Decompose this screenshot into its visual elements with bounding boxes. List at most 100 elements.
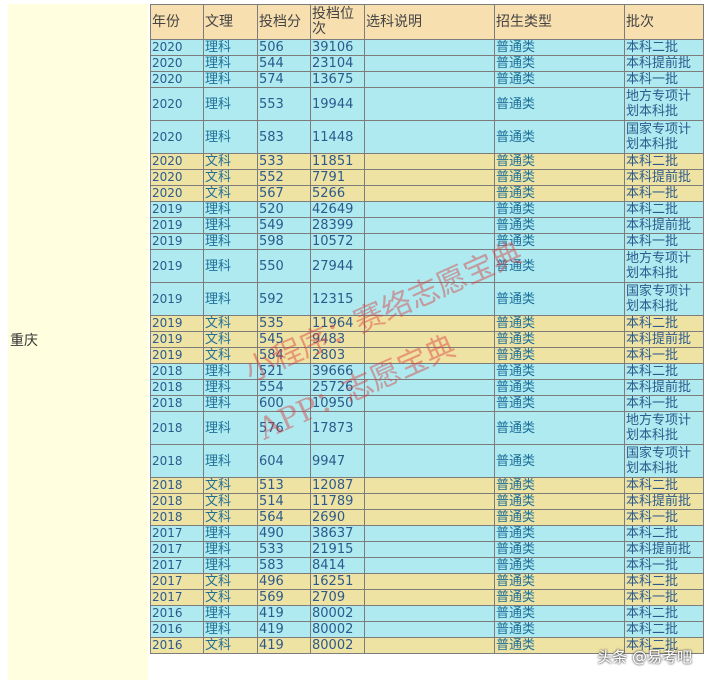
score-cell: 545 xyxy=(257,331,311,348)
subject-cell: 文科 xyxy=(203,573,258,590)
table-row: 2017 文科 496 16251 普通类 本科二批 xyxy=(150,573,704,590)
rank-cell: 2803 xyxy=(310,347,365,364)
note-cell xyxy=(364,379,495,396)
table-row: 2020 理科 506 39106 普通类 本科二批 xyxy=(150,39,704,56)
rank-cell: 13675 xyxy=(310,71,365,88)
note-cell xyxy=(364,493,495,510)
region-label: 重庆 xyxy=(10,333,38,349)
rank-cell: 11789 xyxy=(310,493,365,510)
batch-cell: 本科一批 xyxy=(624,71,704,88)
type-cell: 普通类 xyxy=(494,282,625,316)
subject-cell: 文科 xyxy=(203,589,258,606)
score-cell: 553 xyxy=(257,87,311,121)
rank-cell: 27944 xyxy=(310,249,365,283)
header-subject[interactable]: 文理 xyxy=(203,4,258,40)
score-cell: 520 xyxy=(257,201,311,218)
rank-cell: 5266 xyxy=(310,185,365,202)
year-cell: 2018 xyxy=(150,379,204,396)
table-row: 2019 理科 592 12315 普通类 国家专项计划本科批 xyxy=(150,282,704,316)
year-cell: 2020 xyxy=(150,120,204,154)
type-cell: 普通类 xyxy=(494,87,625,121)
year-cell: 2019 xyxy=(150,249,204,283)
rank-cell: 2709 xyxy=(310,589,365,606)
header-note[interactable]: 选科说明 xyxy=(364,4,495,40)
subject-cell: 理科 xyxy=(203,379,258,396)
score-cell: 564 xyxy=(257,509,311,526)
subject-cell: 理科 xyxy=(203,621,258,638)
score-cell: 533 xyxy=(257,541,311,558)
rank-cell: 7791 xyxy=(310,169,365,186)
year-cell: 2019 xyxy=(150,331,204,348)
batch-cell: 本科二批 xyxy=(624,621,704,638)
subject-cell: 文科 xyxy=(203,169,258,186)
rank-cell: 19944 xyxy=(310,87,365,121)
batch-cell: 本科一批 xyxy=(624,557,704,574)
score-cell: 419 xyxy=(257,637,311,654)
batch-cell: 本科二批 xyxy=(624,363,704,380)
rank-cell: 39106 xyxy=(310,39,365,56)
year-cell: 2019 xyxy=(150,233,204,250)
header-batch[interactable]: 批次 xyxy=(624,4,704,40)
year-cell: 2019 xyxy=(150,282,204,316)
batch-cell: 本科提前批 xyxy=(624,379,704,396)
subject-cell: 理科 xyxy=(203,55,258,72)
type-cell: 普通类 xyxy=(494,379,625,396)
note-cell xyxy=(364,331,495,348)
source-credit: 头条 @易考吧 xyxy=(597,648,692,666)
rank-cell: 39666 xyxy=(310,363,365,380)
header-rank[interactable]: 投档位次 xyxy=(310,4,365,40)
table-row: 2020 理科 553 19944 普通类 地方专项计划本科批 xyxy=(150,87,704,121)
score-cell: 569 xyxy=(257,589,311,606)
subject-cell: 文科 xyxy=(203,347,258,364)
year-cell: 2018 xyxy=(150,411,204,445)
header-type[interactable]: 招生类型 xyxy=(494,4,625,40)
score-cell: 598 xyxy=(257,233,311,250)
subject-cell: 理科 xyxy=(203,605,258,622)
note-cell xyxy=(364,605,495,622)
score-cell: 584 xyxy=(257,347,311,364)
header-year[interactable]: 年份 xyxy=(150,4,204,40)
batch-cell: 本科一批 xyxy=(624,185,704,202)
table-row: 2018 文科 564 2690 普通类 本科一批 xyxy=(150,509,704,526)
type-cell: 普通类 xyxy=(494,217,625,234)
header-score[interactable]: 投档分 xyxy=(257,4,311,40)
subject-cell: 文科 xyxy=(203,493,258,510)
subject-cell: 理科 xyxy=(203,233,258,250)
subject-cell: 理科 xyxy=(203,87,258,121)
year-cell: 2016 xyxy=(150,621,204,638)
note-cell xyxy=(364,411,495,445)
table-row: 2018 理科 600 10950 普通类 本科一批 xyxy=(150,395,704,412)
rank-cell: 16251 xyxy=(310,573,365,590)
year-cell: 2019 xyxy=(150,201,204,218)
year-cell: 2019 xyxy=(150,315,204,332)
batch-cell: 本科二批 xyxy=(624,201,704,218)
table-row: 2018 理科 604 9947 普通类 国家专项计划本科批 xyxy=(150,444,704,478)
batch-cell: 本科一批 xyxy=(624,233,704,250)
score-cell: 544 xyxy=(257,55,311,72)
year-cell: 2019 xyxy=(150,347,204,364)
subject-cell: 文科 xyxy=(203,637,258,654)
table-row: 2018 文科 514 11789 普通类 本科提前批 xyxy=(150,493,704,510)
year-cell: 2018 xyxy=(150,444,204,478)
batch-cell: 本科提前批 xyxy=(624,217,704,234)
type-cell: 普通类 xyxy=(494,153,625,170)
rank-cell: 23104 xyxy=(310,55,365,72)
year-cell: 2019 xyxy=(150,217,204,234)
table-row: 2020 文科 567 5266 普通类 本科一批 xyxy=(150,185,704,202)
subject-cell: 理科 xyxy=(203,395,258,412)
table-body: 2020 理科 506 39106 普通类 本科二批 2020 理科 544 23104 普通类 本科… xyxy=(150,39,704,654)
subject-cell: 文科 xyxy=(203,185,258,202)
note-cell xyxy=(364,541,495,558)
note-cell xyxy=(364,71,495,88)
note-cell xyxy=(364,217,495,234)
year-cell: 2017 xyxy=(150,557,204,574)
subject-cell: 理科 xyxy=(203,120,258,154)
batch-cell: 本科提前批 xyxy=(624,541,704,558)
note-cell xyxy=(364,395,495,412)
batch-cell: 本科二批 xyxy=(624,477,704,494)
batch-cell: 地方专项计划本科批 xyxy=(624,411,704,445)
note-cell xyxy=(364,509,495,526)
rank-cell: 8414 xyxy=(310,557,365,574)
rank-cell: 28399 xyxy=(310,217,365,234)
batch-cell: 国家专项计划本科批 xyxy=(624,444,704,478)
